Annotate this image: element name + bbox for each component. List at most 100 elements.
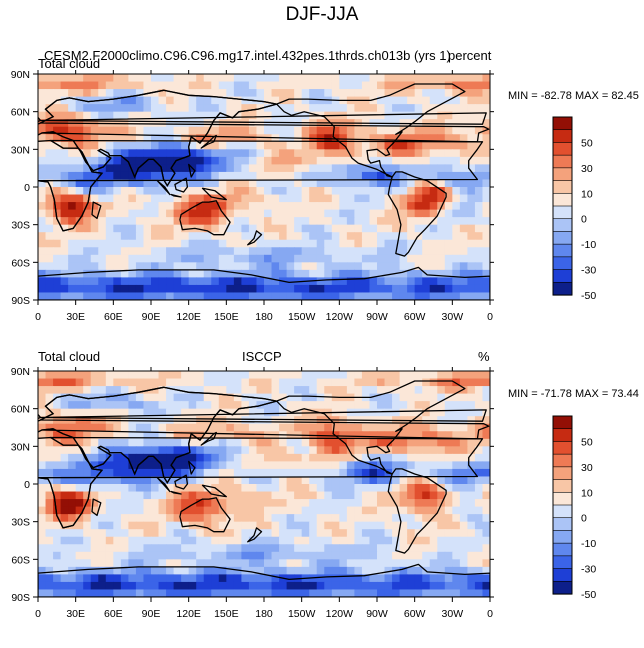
heatmap-cell [459, 74, 468, 83]
heatmap-cell [264, 194, 273, 203]
heatmap-cell [120, 551, 129, 560]
heatmap-cell [241, 461, 250, 470]
heatmap-cell [474, 446, 484, 455]
heatmap-cell [248, 566, 258, 575]
heatmap-cell [429, 559, 438, 568]
heatmap-cell [83, 217, 92, 226]
heatmap-cell [181, 156, 190, 165]
heatmap-cell [459, 141, 468, 150]
heatmap-cell [369, 499, 378, 508]
heatmap-cell [286, 514, 295, 523]
heatmap-cell [211, 514, 220, 523]
heatmap-cell [452, 589, 461, 597]
heatmap-cell [218, 438, 227, 447]
heatmap-cell [271, 401, 280, 410]
heatmap-cell [233, 468, 242, 478]
heatmap-cell [151, 438, 160, 447]
heatmap-cell [437, 521, 446, 530]
heatmap-cell [211, 126, 220, 135]
colorbar-swatch [552, 142, 573, 156]
heatmap-cell [113, 194, 122, 203]
heatmap-cell [188, 408, 197, 417]
heatmap-cell [113, 401, 122, 410]
heatmap-cell [53, 81, 62, 90]
heatmap-cell [294, 224, 303, 233]
heatmap-cell [467, 224, 476, 233]
heatmap-cell [407, 589, 416, 597]
heatmap-cell [143, 202, 152, 211]
heatmap-cell [429, 134, 438, 143]
heatmap-cell [339, 202, 348, 211]
heatmap-cell [354, 284, 363, 294]
heatmap-cell [90, 104, 99, 113]
heatmap-cell [437, 514, 446, 523]
heatmap-cell [459, 506, 468, 515]
heatmap-cell [377, 401, 386, 410]
heatmap-cell [377, 104, 386, 113]
heatmap-cell [294, 438, 303, 447]
heatmap-cell [90, 156, 99, 165]
colorbar-swatch [552, 269, 573, 283]
heatmap-cell [392, 74, 401, 83]
heatmap-cell [316, 581, 325, 591]
heatmap-cell [294, 81, 303, 90]
heatmap-cell [271, 514, 280, 523]
heatmap-cell [60, 589, 69, 597]
heatmap-cell [226, 149, 235, 158]
heatmap-cell [166, 544, 175, 553]
heatmap-cell [354, 81, 363, 90]
heatmap-cell [384, 438, 393, 447]
heatmap-cell [361, 378, 371, 387]
heatmap-cell [83, 499, 92, 508]
heatmap-cell [339, 461, 348, 470]
heatmap-cell [271, 544, 280, 553]
heatmap-cell [459, 453, 468, 462]
heatmap-cell [68, 202, 77, 211]
heatmap-cell [392, 164, 401, 173]
heatmap-cell [120, 179, 129, 188]
heatmap-cell [83, 89, 92, 98]
heatmap-cell [113, 529, 122, 538]
heatmap-cell [361, 104, 371, 113]
heatmap-cell [151, 232, 160, 241]
y-tick-label: 30S [11, 220, 30, 232]
heatmap-cell [437, 247, 446, 256]
heatmap-cell [331, 149, 340, 158]
heatmap-cell [331, 224, 340, 233]
heatmap-cell [188, 566, 197, 575]
heatmap-cell [399, 589, 408, 597]
heatmap-cell [437, 141, 446, 150]
heatmap-cell [324, 401, 333, 410]
heatmap-cell [459, 89, 468, 98]
coastline [156, 180, 171, 196]
heatmap-cell [158, 416, 167, 425]
heatmap-cell [226, 104, 235, 113]
heatmap-cell [474, 491, 484, 500]
heatmap-cell [399, 269, 408, 278]
colorbar-swatch [552, 205, 573, 220]
heatmap-cell [264, 589, 273, 597]
heatmap-cell [256, 89, 265, 98]
heatmap-cell [286, 277, 295, 286]
heatmap-cell [135, 438, 145, 447]
heatmap-cell [474, 536, 484, 545]
heatmap-cell [45, 141, 54, 150]
heatmap-cell [83, 209, 92, 218]
heatmap-cell [218, 164, 227, 173]
heatmap-cell [452, 254, 461, 263]
heatmap-cell [324, 551, 333, 560]
heatmap-cell [60, 284, 69, 294]
heatmap-cell [38, 468, 47, 478]
heatmap-cell [83, 506, 92, 515]
heatmap-cell [271, 164, 280, 173]
heatmap-cell [377, 202, 386, 211]
heatmap-cell [384, 247, 393, 256]
heatmap-cell [452, 431, 461, 440]
heatmap-cell [45, 217, 54, 226]
heatmap-cell [105, 81, 114, 90]
heatmap-cell [301, 292, 310, 300]
heatmap-cell [429, 468, 438, 478]
heatmap-cell [218, 408, 227, 417]
heatmap-cell [226, 74, 235, 83]
heatmap-cell [113, 141, 122, 150]
